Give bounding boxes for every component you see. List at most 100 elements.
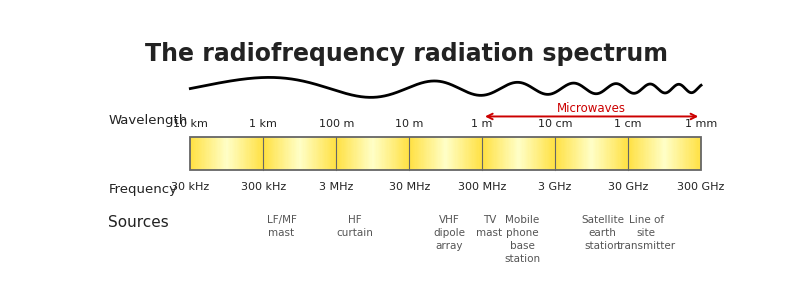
Bar [562, 137, 564, 170]
Bar [458, 137, 459, 170]
Bar [364, 137, 365, 170]
Bar [525, 137, 526, 170]
Bar [436, 137, 437, 170]
Bar [333, 137, 335, 170]
Bar [522, 137, 523, 170]
Bar [369, 137, 370, 170]
Bar [514, 137, 515, 170]
Bar [422, 137, 424, 170]
Bar [495, 137, 497, 170]
Bar [544, 137, 545, 170]
Bar [391, 137, 392, 170]
Text: 3 MHz: 3 MHz [319, 182, 353, 191]
Bar [339, 137, 340, 170]
Bar [441, 137, 442, 170]
Bar [216, 137, 217, 170]
Bar [313, 137, 314, 170]
Bar [488, 137, 489, 170]
Bar [434, 137, 435, 170]
Bar [516, 137, 518, 170]
Bar [253, 137, 255, 170]
Bar [672, 137, 673, 170]
Bar [545, 137, 546, 170]
Bar [319, 137, 321, 170]
Text: 1 mm: 1 mm [685, 119, 717, 129]
Bar [321, 137, 322, 170]
Bar [221, 137, 222, 170]
Bar [695, 137, 696, 170]
Bar [474, 137, 475, 170]
Bar [650, 137, 651, 170]
Bar [289, 137, 290, 170]
Bar [486, 137, 487, 170]
Bar [323, 137, 324, 170]
Bar [644, 137, 646, 170]
Bar [569, 137, 570, 170]
Bar [211, 137, 212, 170]
Bar [402, 137, 403, 170]
Bar [572, 137, 573, 170]
Bar [615, 137, 616, 170]
Bar [217, 137, 218, 170]
Bar [227, 137, 228, 170]
Bar [630, 137, 632, 170]
Bar [295, 137, 296, 170]
Bar [264, 137, 266, 170]
Bar [649, 137, 650, 170]
Bar [678, 137, 679, 170]
Bar [548, 137, 549, 170]
Bar [481, 137, 482, 170]
Bar [617, 137, 619, 170]
Bar [266, 137, 267, 170]
Text: 10 m: 10 m [395, 119, 423, 129]
Bar [280, 137, 282, 170]
Bar [536, 137, 537, 170]
Bar [225, 137, 227, 170]
Bar [396, 137, 397, 170]
Bar [228, 137, 229, 170]
Bar [191, 137, 193, 170]
Bar [475, 137, 476, 170]
Bar [406, 137, 407, 170]
Bar [251, 137, 252, 170]
Bar [651, 137, 653, 170]
Bar [566, 137, 567, 170]
Bar [380, 137, 381, 170]
Bar [561, 137, 562, 170]
Bar [452, 137, 453, 170]
Bar [634, 137, 635, 170]
Bar [409, 137, 410, 170]
Bar [267, 137, 268, 170]
Bar [329, 137, 330, 170]
Bar [411, 137, 413, 170]
Bar [663, 137, 665, 170]
Bar [600, 137, 601, 170]
Bar [610, 137, 611, 170]
Text: 30 kHz: 30 kHz [172, 182, 210, 191]
Bar [497, 137, 498, 170]
Bar [314, 137, 315, 170]
Bar [570, 137, 571, 170]
Bar [640, 137, 642, 170]
Bar [196, 137, 198, 170]
Text: Line of
site
transmitter: Line of site transmitter [617, 215, 676, 251]
Bar [260, 137, 261, 170]
Bar [367, 137, 368, 170]
Bar [564, 137, 565, 170]
Bar [571, 137, 572, 170]
Bar [619, 137, 621, 170]
Bar [206, 137, 207, 170]
Bar [628, 137, 630, 170]
Bar [500, 137, 502, 170]
Bar [502, 137, 503, 170]
Bar [624, 137, 626, 170]
Text: 1 cm: 1 cm [615, 119, 642, 129]
Bar [358, 137, 360, 170]
Bar [274, 137, 276, 170]
Bar [218, 137, 219, 170]
Bar [589, 137, 591, 170]
Bar [404, 137, 406, 170]
Bar [283, 137, 284, 170]
Text: Mobile
phone
base
station: Mobile phone base station [504, 215, 541, 264]
Bar [530, 137, 531, 170]
